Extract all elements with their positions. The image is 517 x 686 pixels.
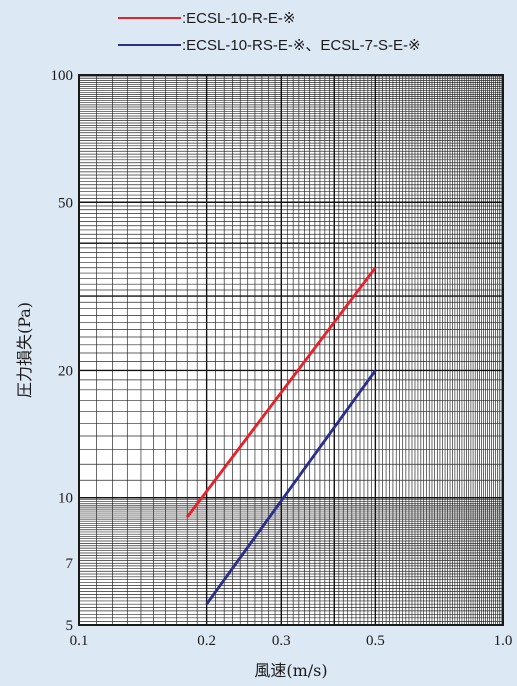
y-tick-label: 10 [58, 491, 73, 507]
series-layer [186, 266, 377, 606]
plot-area [79, 75, 503, 625]
y-axis-ticks: 5 7 10 20 50 100 [51, 68, 74, 634]
grid-major [79, 75, 503, 625]
x-tick-label: 1.0 [494, 633, 513, 649]
x-axis-ticks: 0.1 0.2 0.3 0.5 1.0 [70, 633, 513, 649]
x-tick-label: 0.5 [366, 633, 385, 649]
x-tick-label: 0.2 [197, 633, 216, 649]
series-line-0 [186, 266, 377, 518]
x-tick-label: 0.3 [272, 633, 291, 649]
y-tick-label: 5 [66, 618, 74, 634]
y-tick-label: 50 [58, 195, 73, 211]
plot-frame [78, 74, 504, 626]
y-tick-label: 7 [66, 556, 74, 572]
y-axis-title: 圧力損失(Pa) [15, 302, 34, 398]
legend-label-red: :ECSL-10-R-E-※ [182, 10, 295, 27]
legend: :ECSL-10-R-E-※ :ECSL-10-RS-E-※、ECSL-7-S-… [118, 10, 421, 54]
y-tick-label: 20 [58, 363, 73, 379]
legend-label-blue: :ECSL-10-RS-E-※、ECSL-7-S-E-※ [182, 37, 421, 54]
y-tick-label: 100 [51, 68, 74, 84]
grid-minor [79, 75, 503, 625]
series-line-1 [205, 369, 377, 606]
x-axis-title: 風速(m/s) [254, 661, 327, 680]
x-tick-label: 0.1 [70, 633, 89, 649]
